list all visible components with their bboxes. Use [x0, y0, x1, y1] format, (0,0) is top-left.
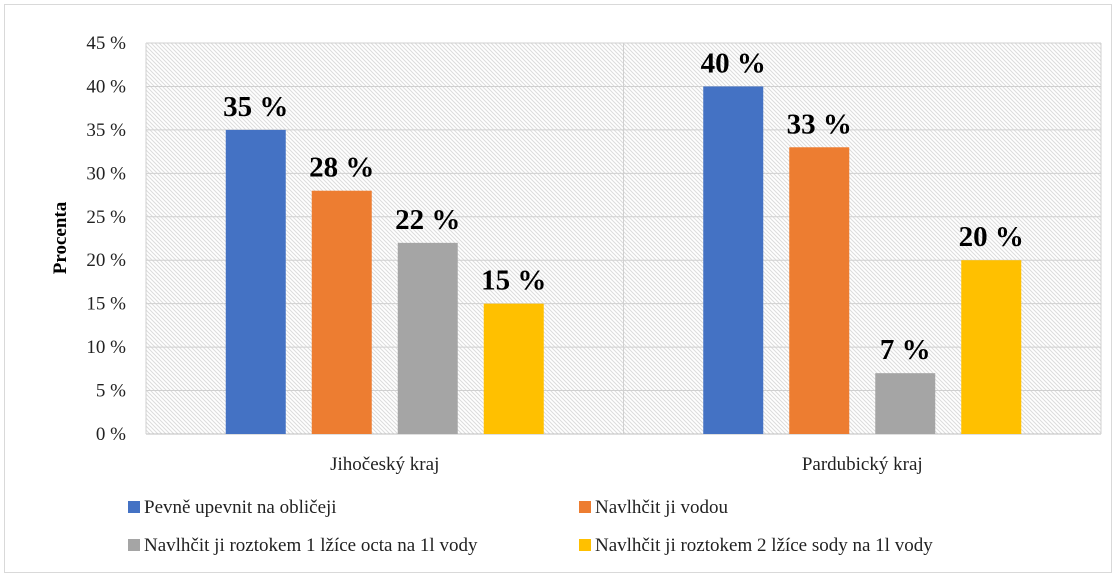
legend-swatch — [579, 501, 591, 513]
data-label: 33 % — [787, 108, 852, 140]
data-label: 15 % — [481, 265, 546, 297]
legend-swatch — [128, 501, 140, 513]
data-label: 40 % — [701, 47, 766, 79]
y-tick-label: 0 % — [96, 424, 126, 445]
y-tick-label: 40 % — [86, 76, 126, 97]
legend-label: Pevně upevnit na obličeji — [144, 497, 337, 518]
bar — [875, 373, 936, 434]
bars — [225, 86, 1022, 434]
data-label: 22 % — [395, 204, 460, 236]
y-axis-title: Procenta — [50, 201, 71, 274]
y-tick-label: 35 % — [86, 120, 126, 141]
bar — [789, 147, 850, 434]
legend-label: Navlhčit ji roztokem 2 lžíce sody na 1l … — [595, 535, 933, 556]
y-tick-label: 20 % — [86, 250, 126, 271]
legend-label: Navlhčit ji roztokem 1 lžíce octa na 1l … — [144, 535, 478, 556]
y-tick-label: 45 % — [86, 33, 126, 54]
data-label: 20 % — [959, 221, 1024, 253]
legend: Pevně upevnit na obličeji Navlhčit ji vod… — [128, 497, 933, 556]
y-tick-label: 30 % — [86, 163, 126, 184]
x-axis: Jihočeský kraj Pardubický kraj — [330, 454, 923, 475]
data-label: 35 % — [223, 91, 288, 123]
y-tick-label: 15 % — [86, 294, 126, 315]
legend-swatch — [128, 539, 140, 551]
legend-swatch — [579, 539, 591, 551]
bar — [483, 303, 544, 434]
y-axis: 0 % 5 % 10 % 15 % 20 % 25 % 30 % 35 % 40 % 45 % — [86, 33, 126, 445]
y-tick-label: 10 % — [86, 337, 126, 358]
gridlines — [145, 42, 1102, 435]
bar — [703, 86, 764, 434]
bar — [311, 190, 372, 434]
y-tick-label: 25 % — [86, 207, 126, 228]
category-label: Pardubický kraj — [802, 454, 923, 475]
y-tick-label: 5 % — [96, 381, 126, 402]
legend-label: Navlhčit ji vodou — [595, 497, 728, 518]
data-label: 7 % — [880, 334, 931, 366]
bar — [397, 242, 458, 434]
bar — [961, 260, 1022, 434]
category-label: Jihočeský kraj — [330, 454, 439, 475]
data-labels: 35 % 28 % 22 % 15 % 40 % 33 % 7 % 20 % — [223, 47, 1024, 366]
bar — [225, 129, 286, 434]
data-label: 28 % — [309, 152, 374, 184]
